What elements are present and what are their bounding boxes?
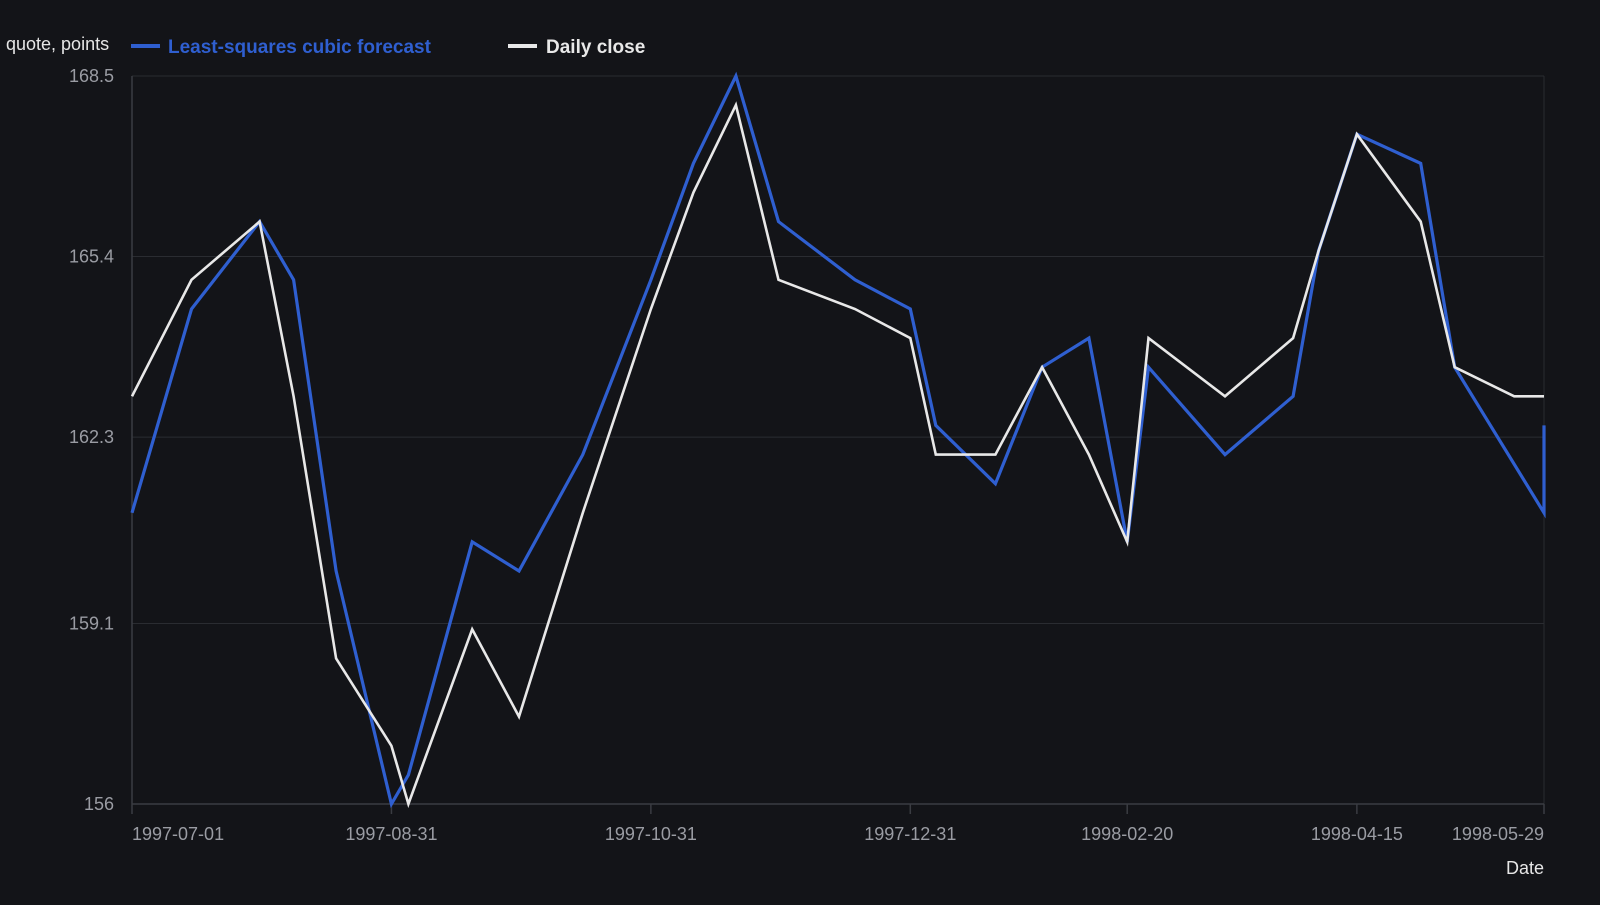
x-tick-label: 1997-07-01: [132, 824, 224, 844]
x-tick-label: 1997-10-31: [605, 824, 697, 844]
legend-item-daily-close[interactable]: Daily close: [508, 37, 645, 58]
x-tick-label: 1997-12-31: [864, 824, 956, 844]
x-tick-label: 1998-05-29: [1452, 824, 1544, 844]
legend-label-daily-close: Daily close: [546, 37, 645, 58]
series-lines: [130, 71, 1546, 809]
y-tick-label: 159.1: [69, 613, 114, 633]
axes: [131, 76, 1545, 814]
series-line-forecast: [130, 71, 1546, 809]
y-tick-label: 156: [84, 794, 114, 814]
x-axis-title: Date: [1506, 858, 1544, 878]
series-line-daily-close: [130, 101, 1544, 809]
grid-lines: [132, 75, 1545, 804]
y-axis-title: quote, points: [6, 34, 109, 54]
x-tick-label: 1998-02-20: [1081, 824, 1173, 844]
y-tick-label: 165.4: [69, 247, 114, 267]
y-tick-label: 168.5: [69, 66, 114, 86]
x-tick-label: 1997-08-31: [345, 824, 437, 844]
tick-labels: 156 159.1 162.3 165.4 168.5 1997-07-01 1997-08…: [69, 66, 1544, 844]
x-tick-label: 1998-04-15: [1311, 824, 1403, 844]
legend: Least-squares cubic forecast Daily close: [131, 37, 645, 58]
legend-item-forecast[interactable]: Least-squares cubic forecast: [131, 37, 432, 58]
y-tick-label: 162.3: [69, 427, 114, 447]
legend-label-forecast: Least-squares cubic forecast: [168, 37, 432, 58]
